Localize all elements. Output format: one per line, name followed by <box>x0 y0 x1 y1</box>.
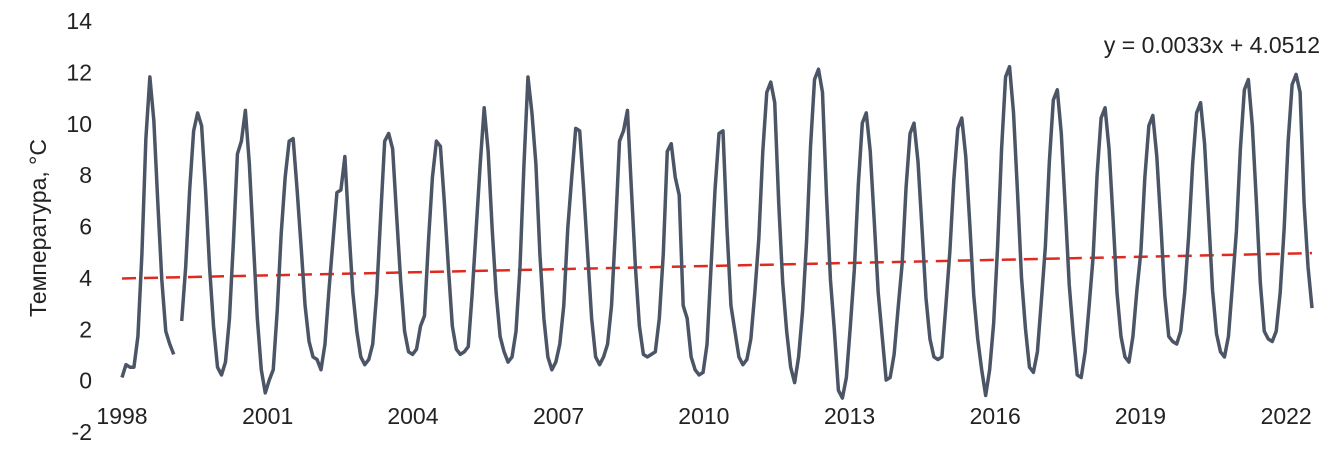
y-tick-label: 12 <box>66 59 92 85</box>
x-tick-label: 2010 <box>678 403 729 429</box>
x-tick-label: 2007 <box>533 403 584 429</box>
data-line <box>120 64 1314 400</box>
x-tick-label: 2022 <box>1261 403 1312 429</box>
x-tick-label: 2004 <box>387 403 438 429</box>
y-tick-label: 6 <box>79 214 92 240</box>
y-axis-label: Температура, °C <box>25 139 51 317</box>
y-tick-label: 10 <box>66 111 92 137</box>
y-tick-label: 2 <box>79 316 92 342</box>
y-tick-label: 14 <box>66 8 92 34</box>
y-tick-label: 0 <box>79 368 92 394</box>
trend-equation: y = 0.0033x + 4.0512 <box>1104 32 1320 58</box>
y-tick-label: 8 <box>79 162 92 188</box>
x-tick-label: 2001 <box>242 403 293 429</box>
x-tick-label: 2016 <box>970 403 1021 429</box>
x-tick-label: 1998 <box>96 403 147 429</box>
y-tick-label: 4 <box>79 265 92 291</box>
x-tick-label: 2013 <box>824 403 875 429</box>
y-tick-label: -2 <box>72 419 92 445</box>
x-tick-label: 2019 <box>1115 403 1166 429</box>
